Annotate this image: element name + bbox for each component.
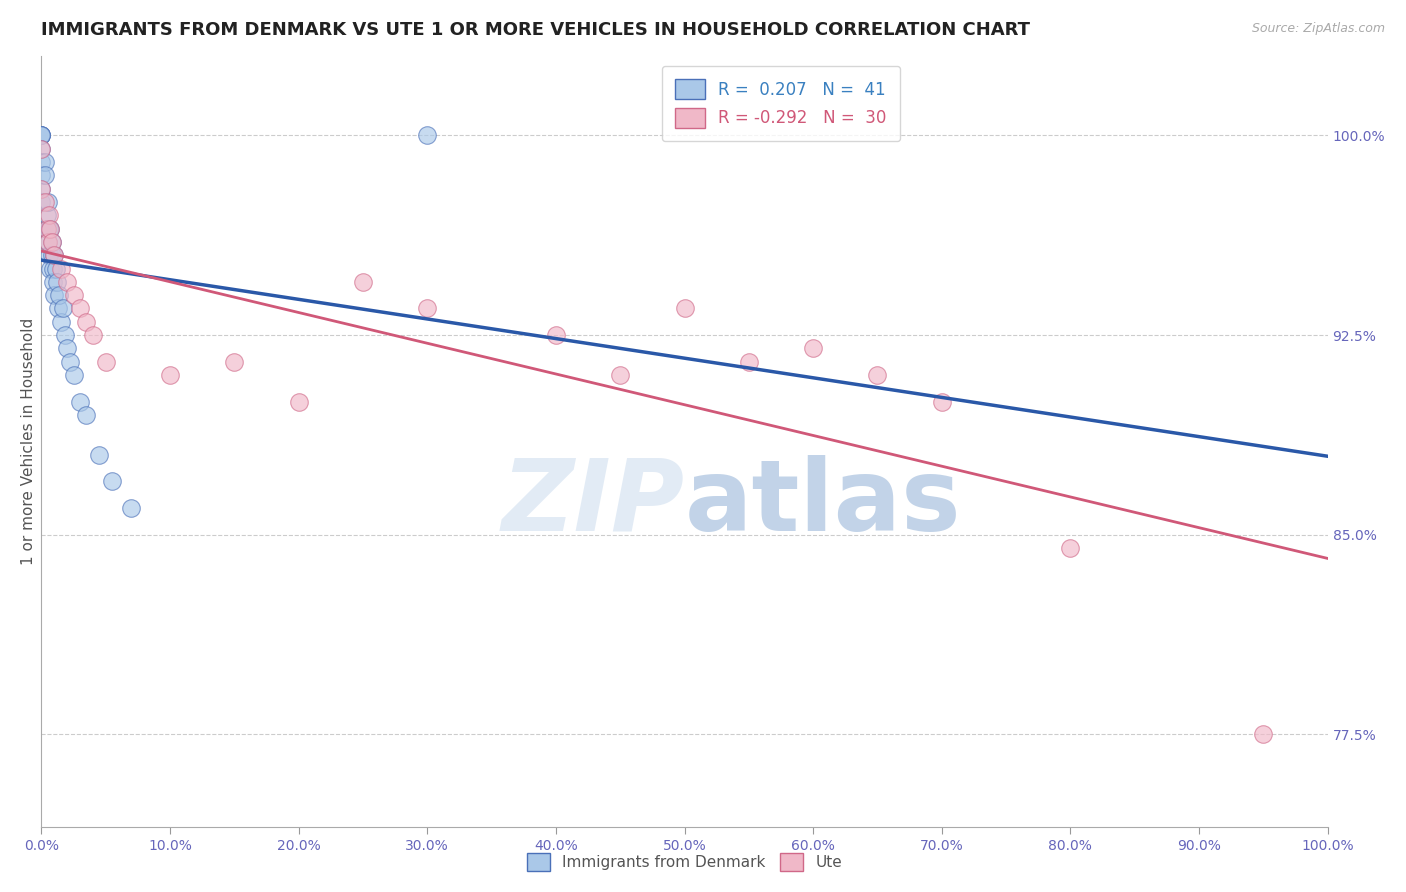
Point bbox=[35, 221, 58, 235]
Text: atlas: atlas bbox=[685, 455, 962, 552]
Point bbox=[34, 169, 56, 183]
Point bbox=[42, 261, 65, 276]
Point bbox=[52, 301, 75, 316]
Point bbox=[544, 328, 567, 343]
Point bbox=[35, 208, 58, 222]
Point bbox=[42, 275, 65, 289]
Text: IMMIGRANTS FROM DENMARK VS UTE 1 OR MORE VEHICLES IN HOUSEHOLD CORRELATION CHART: IMMIGRANTS FROM DENMARK VS UTE 1 OR MORE… bbox=[41, 21, 1031, 39]
Text: ZIP: ZIP bbox=[502, 455, 685, 552]
Point bbox=[30, 142, 52, 156]
Point bbox=[46, 301, 69, 316]
Point bbox=[41, 248, 63, 262]
Point bbox=[45, 261, 67, 276]
Point bbox=[39, 261, 62, 276]
Point bbox=[120, 501, 142, 516]
Text: Source: ZipAtlas.com: Source: ZipAtlas.com bbox=[1251, 22, 1385, 36]
Legend: Immigrants from Denmark, Ute: Immigrants from Denmark, Ute bbox=[520, 847, 848, 878]
Point bbox=[931, 394, 953, 409]
Point bbox=[48, 288, 70, 302]
Point bbox=[159, 368, 181, 382]
Point bbox=[38, 221, 60, 235]
Point bbox=[38, 248, 60, 262]
Point bbox=[30, 128, 52, 143]
Point bbox=[49, 261, 72, 276]
Point bbox=[673, 301, 696, 316]
Point bbox=[30, 182, 52, 196]
Point bbox=[30, 128, 52, 143]
Point bbox=[37, 235, 59, 249]
Point bbox=[30, 128, 52, 143]
Point bbox=[44, 288, 66, 302]
Point bbox=[94, 354, 117, 368]
Point bbox=[38, 208, 60, 222]
Point bbox=[39, 221, 62, 235]
Point bbox=[59, 354, 82, 368]
Point bbox=[35, 221, 58, 235]
Point bbox=[101, 475, 124, 489]
Point bbox=[30, 142, 52, 156]
Point bbox=[41, 235, 63, 249]
Point bbox=[62, 368, 84, 382]
Point bbox=[609, 368, 631, 382]
Point bbox=[1059, 541, 1081, 555]
Point bbox=[30, 155, 52, 169]
Point bbox=[801, 342, 824, 356]
Point bbox=[34, 155, 56, 169]
Point bbox=[44, 248, 66, 262]
Point bbox=[75, 315, 97, 329]
Point bbox=[224, 354, 246, 368]
Point bbox=[82, 328, 104, 343]
Point bbox=[30, 194, 52, 209]
Point bbox=[49, 315, 72, 329]
Point bbox=[56, 342, 79, 356]
Point bbox=[69, 301, 91, 316]
Point bbox=[75, 408, 97, 422]
Y-axis label: 1 or more Vehicles in Household: 1 or more Vehicles in Household bbox=[21, 318, 35, 566]
Point bbox=[41, 235, 63, 249]
Point bbox=[866, 368, 889, 382]
Point bbox=[37, 194, 59, 209]
Point bbox=[34, 194, 56, 209]
Point bbox=[56, 275, 79, 289]
Point bbox=[45, 275, 67, 289]
Point bbox=[89, 448, 111, 462]
Point bbox=[416, 128, 439, 143]
Point bbox=[62, 288, 84, 302]
Point bbox=[1253, 727, 1275, 741]
Point bbox=[37, 235, 59, 249]
Point bbox=[287, 394, 309, 409]
Point bbox=[416, 301, 439, 316]
Point bbox=[44, 248, 66, 262]
Point bbox=[30, 128, 52, 143]
Point bbox=[53, 328, 76, 343]
Point bbox=[30, 182, 52, 196]
Point bbox=[39, 221, 62, 235]
Point bbox=[69, 394, 91, 409]
Point bbox=[30, 169, 52, 183]
Point bbox=[352, 275, 374, 289]
Point bbox=[738, 354, 761, 368]
